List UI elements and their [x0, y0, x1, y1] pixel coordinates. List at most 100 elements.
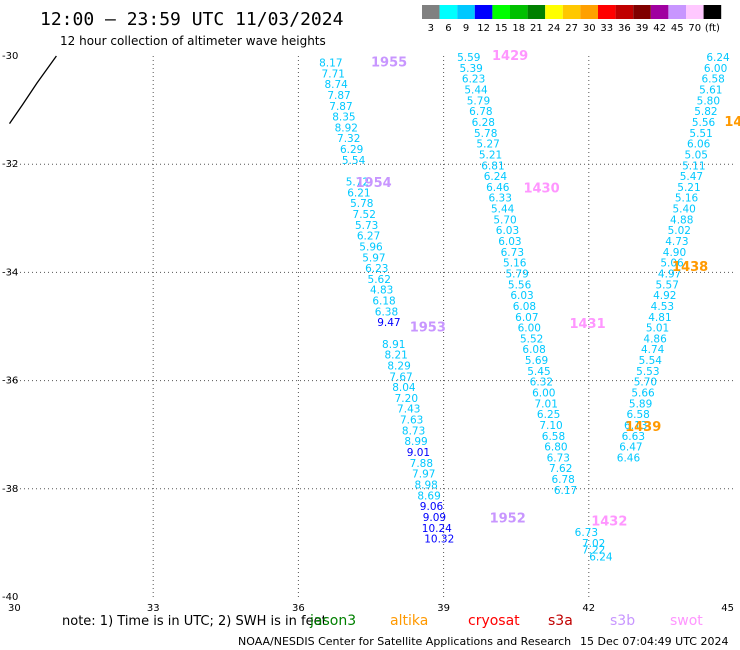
wave-height-value: 6.24 — [484, 171, 508, 183]
wave-height-value: 8.92 — [335, 122, 358, 134]
satellite-name: cryosat — [468, 613, 520, 629]
legend-swatch — [703, 5, 722, 19]
wave-height-value: 5.96 — [359, 241, 383, 253]
wave-height-value: 4.86 — [643, 333, 667, 345]
units-note: note: 1) Time is in UTC; 2) SWH is in fe… — [62, 614, 327, 629]
legend-swatch — [527, 5, 546, 19]
wave-height-value: 6.46 — [486, 182, 510, 194]
wave-height-value: 7.20 — [395, 393, 418, 405]
wave-height-value: 5.51 — [689, 128, 712, 140]
wave-height-value: 8.98 — [414, 479, 437, 491]
wave-height-value: 5.53 — [636, 366, 659, 378]
wave-height-value: 5.45 — [527, 366, 550, 378]
wave-height-value: 5.05 — [685, 149, 708, 161]
wave-height-value: 5.66 — [631, 388, 655, 400]
wave-height-value: 5.62 — [368, 274, 391, 286]
wave-height-value: 6.24 — [706, 52, 730, 64]
wave-height-value: 6.63 — [622, 431, 645, 443]
wave-height-value: 4.53 — [651, 301, 674, 313]
wave-height-value: 5.16 — [675, 193, 699, 205]
wave-height-value: 6.47 — [619, 442, 642, 454]
pass-time-label: 1438 — [672, 260, 708, 275]
wave-height-value: 5.82 — [694, 106, 717, 118]
satellite-legend: jason3 altika cryosat s3a s3b swot — [309, 613, 703, 629]
wave-height-value: 6.78 — [551, 474, 574, 486]
legend-label: 15 — [495, 23, 508, 34]
pass-time-label: 1953 — [410, 321, 446, 336]
x-axis-ticks: 30 33 36 39 42 45 — [8, 603, 734, 614]
wave-height-value: 5.56 — [508, 279, 532, 291]
wave-height-value: 8.69 — [417, 490, 440, 502]
wave-height-value: 8.73 — [402, 425, 425, 437]
wave-height-value: 7.22 — [582, 544, 605, 556]
grid-lines — [8, 56, 734, 597]
wave-height-value: 9.06 — [420, 501, 444, 513]
satellite-name: jason3 — [309, 613, 356, 629]
legend-swatch — [474, 5, 493, 19]
legend-label: 42 — [653, 23, 666, 34]
legend-label: 39 — [636, 23, 649, 34]
wave-height-value: 5.54 — [342, 155, 366, 167]
wave-height-value: 4.81 — [648, 312, 671, 324]
wave-height-value: 8.35 — [332, 112, 355, 124]
wave-height-value: 6.00 — [704, 63, 727, 75]
legend-swatch — [545, 5, 563, 19]
pass-time-label: 1439 — [625, 420, 661, 435]
wave-height-value: 7.43 — [397, 404, 420, 416]
y-tick-label: -30 — [2, 51, 18, 62]
wave-height-value: 5.21 — [677, 182, 700, 194]
wave-height-value: 5.40 — [672, 204, 695, 216]
pass-time-label: 1429 — [492, 49, 528, 64]
pass-time-labels: 1955 1954 1953 1952 1429 1430 1431 1432 14 1438 14… — [356, 49, 740, 529]
legend-label: 33 — [600, 23, 613, 34]
wave-height-value: 7.52 — [353, 209, 376, 221]
wave-height-value: 7.87 — [327, 90, 350, 102]
wave-height-value: 10.32 — [424, 534, 454, 546]
pass-time-label: 1955 — [371, 55, 407, 70]
wave-height-value: 7.97 — [412, 469, 435, 481]
x-tick-label: 39 — [437, 603, 450, 614]
wave-height-value: 9.09 — [423, 512, 446, 524]
wave-height-value: 5.73 — [355, 220, 378, 232]
legend-label: 18 — [512, 23, 525, 34]
wave-height-value: 6.07 — [515, 312, 538, 324]
pass-time-label: 1430 — [523, 182, 559, 197]
wave-height-value: 5.89 — [629, 398, 652, 410]
chart-title: 12:00 — 23:59 UTC 11/03/2024 — [40, 9, 343, 30]
satellite-name: s3b — [610, 613, 635, 629]
wave-height-value: 10.24 — [422, 523, 452, 535]
wave-height-value: 4.74 — [641, 344, 665, 356]
wave-height-value: 6.24 — [589, 551, 613, 563]
wave-height-value: 6.80 — [544, 442, 567, 454]
legend-swatch — [422, 5, 440, 19]
wave-height-value: 8.04 — [392, 382, 416, 394]
legend-swatch — [510, 5, 528, 19]
wave-height-value: 6.33 — [489, 193, 512, 205]
satellite-name: s3a — [548, 613, 573, 629]
x-tick-label: 30 — [8, 603, 21, 614]
wave-height-value: 8.21 — [384, 350, 407, 362]
wave-height-tracks: 8.177.718.747.877.878.358.927.326.295.54… — [319, 52, 730, 563]
pass-time-label: 1952 — [490, 512, 526, 527]
legend-label: 36 — [618, 23, 631, 34]
wave-height-value: 6.58 — [626, 409, 649, 421]
wave-height-value: 6.81 — [481, 160, 504, 172]
legend-swatch — [580, 5, 598, 19]
legend-label: 3 — [428, 23, 434, 34]
wave-height-value: 4.88 — [670, 214, 693, 226]
wave-height-value: 7.01 — [535, 398, 558, 410]
wave-height-value: 6.28 — [472, 117, 495, 129]
wave-height-value: 5.97 — [362, 252, 385, 264]
legend-label: 21 — [530, 23, 543, 34]
y-tick-label: -32 — [2, 159, 18, 170]
legend-label: 9 — [463, 23, 469, 34]
wave-height-value: 7.63 — [400, 415, 423, 427]
wave-height-value: 6.03 — [510, 290, 533, 302]
wave-height-value: 5.44 — [464, 85, 488, 97]
plot-area: 8.177.718.747.877.878.358.927.326.295.54… — [2, 49, 740, 614]
wave-height-value: 5.11 — [682, 160, 705, 172]
x-tick-label: 33 — [147, 603, 160, 614]
wave-height-value: 9.01 — [407, 447, 430, 459]
legend-swatch — [633, 5, 651, 19]
wave-height-value: 8.99 — [404, 436, 427, 448]
